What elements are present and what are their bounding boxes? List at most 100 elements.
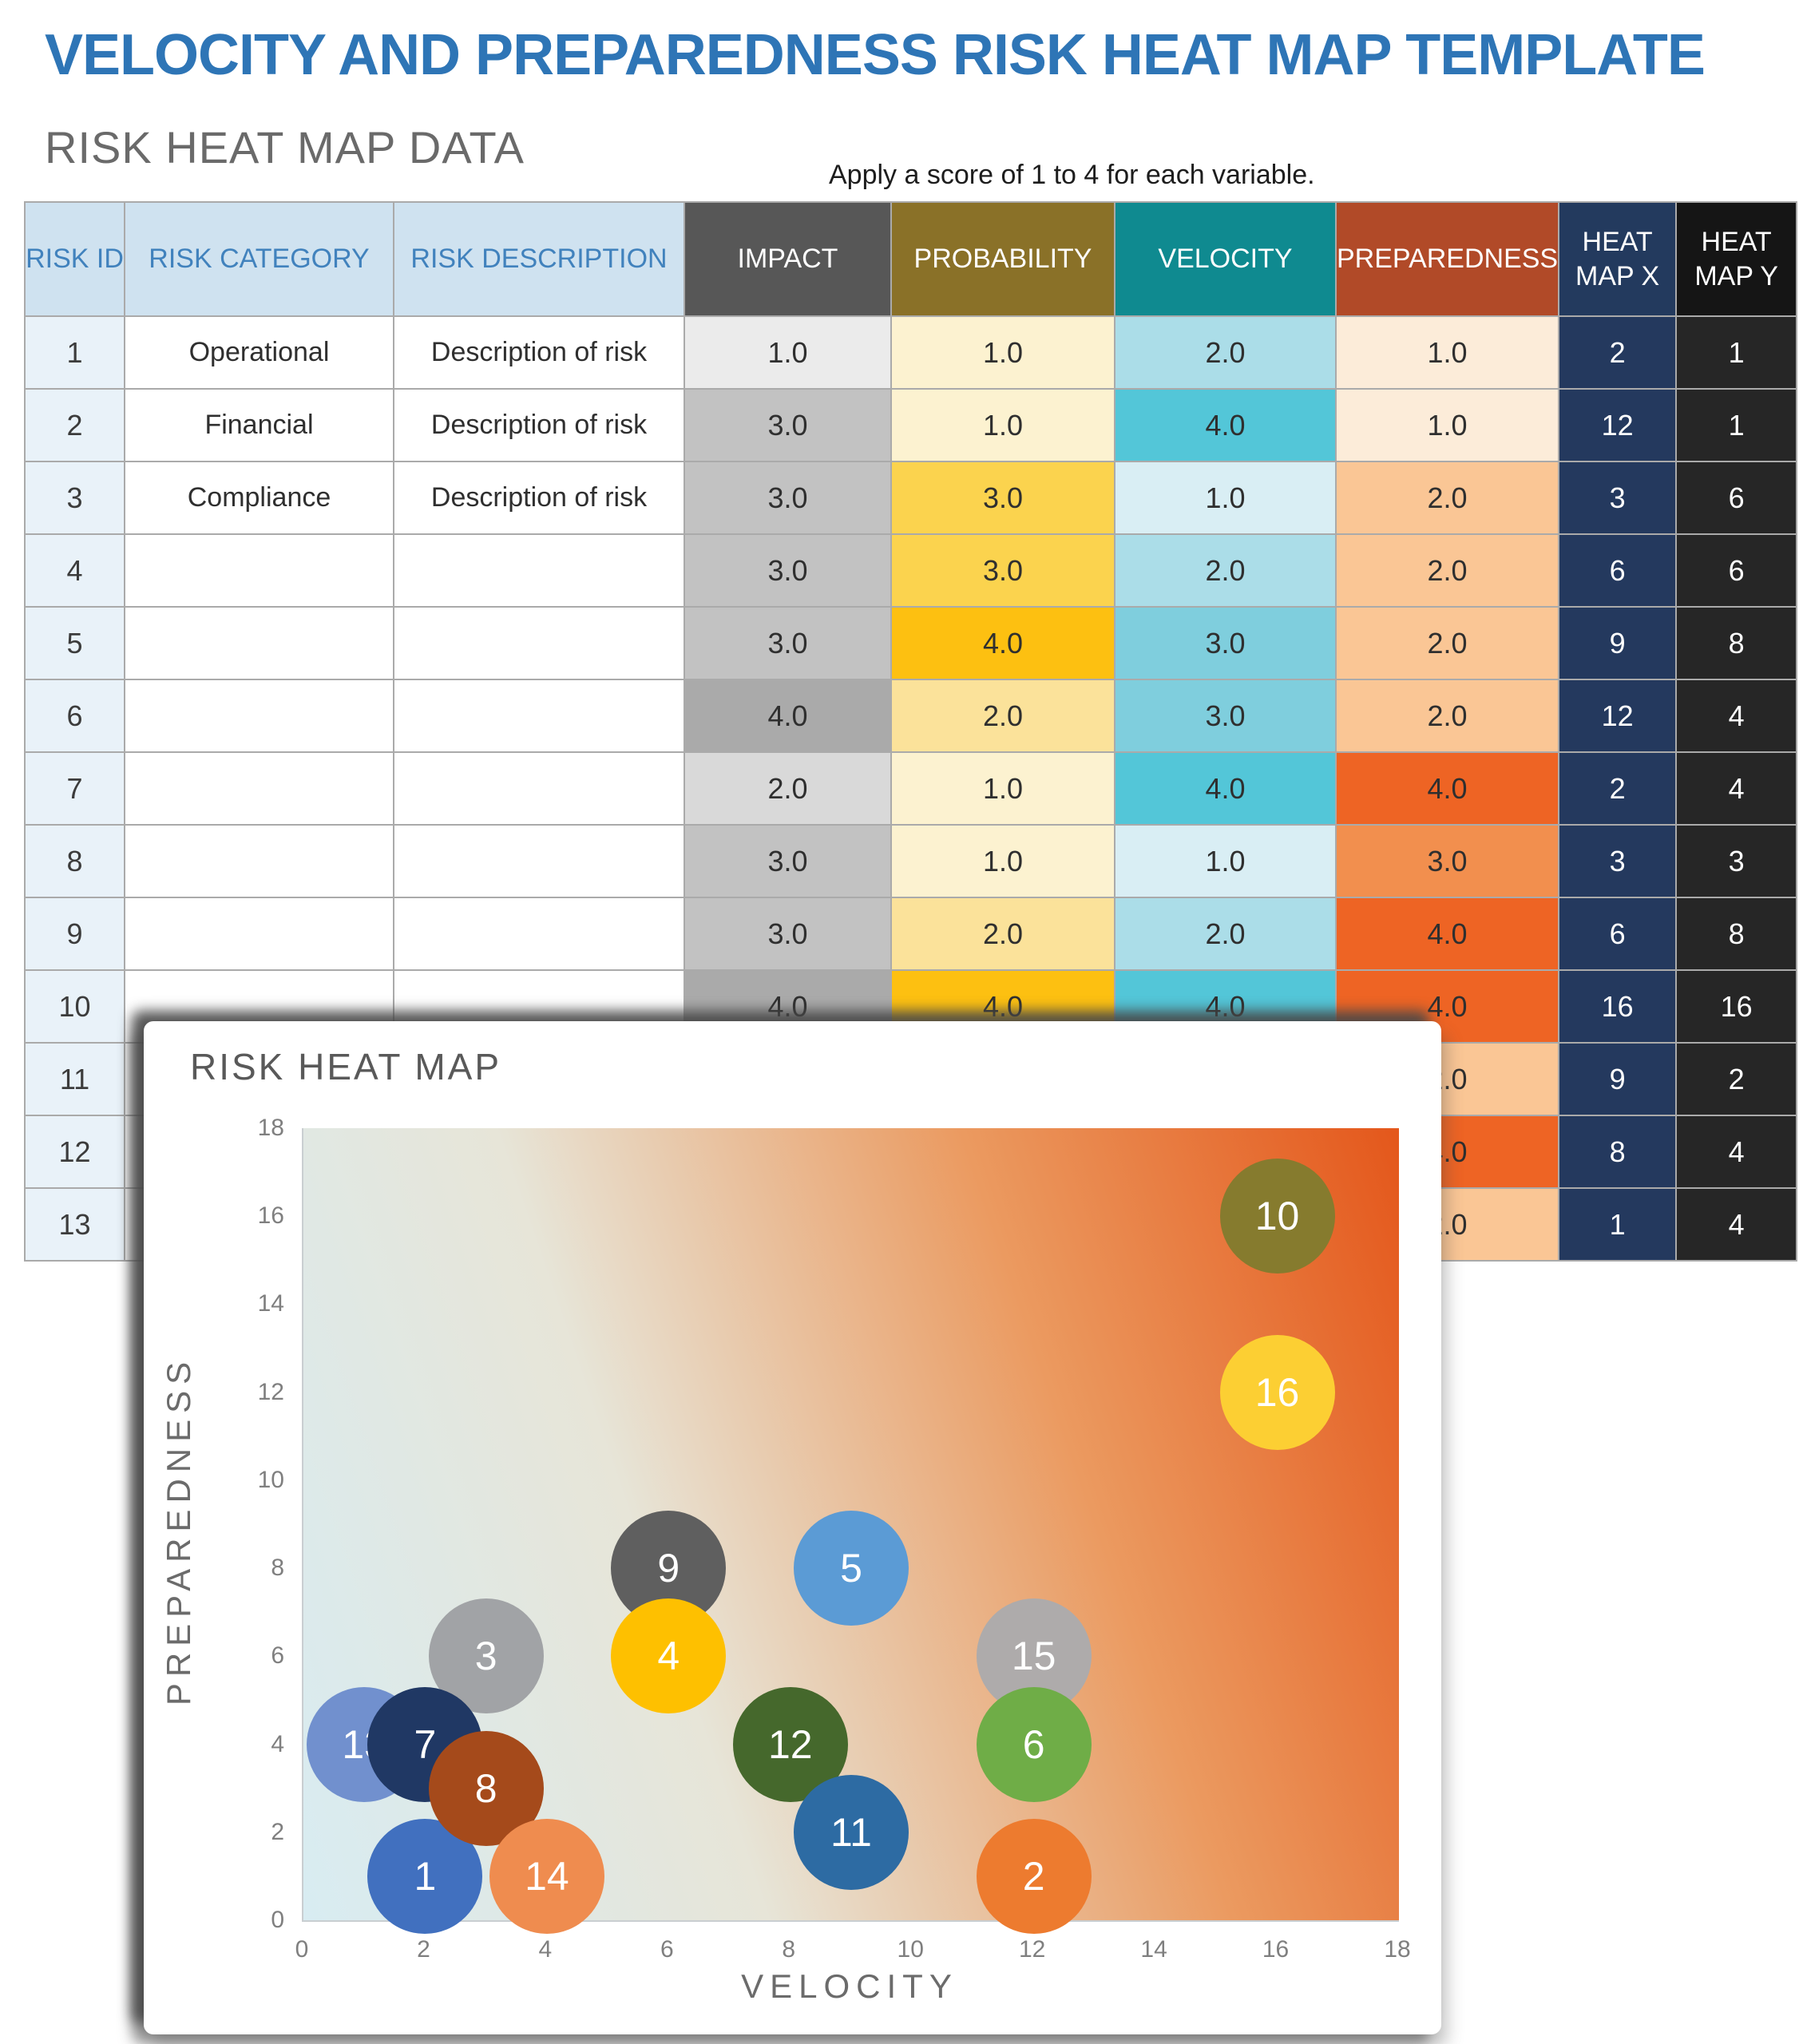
cell-heat-map-x[interactable]: 12 bbox=[1558, 679, 1678, 753]
cell-risk-description[interactable] bbox=[393, 751, 685, 826]
cell-impact[interactable]: 3.0 bbox=[684, 461, 892, 535]
cell-heat-map-y[interactable]: 4 bbox=[1675, 1187, 1798, 1262]
cell-preparedness[interactable]: 4.0 bbox=[1334, 897, 1560, 971]
cell-velocity[interactable]: 4.0 bbox=[1114, 388, 1337, 462]
cell-heat-map-x[interactable]: 12 bbox=[1558, 388, 1678, 462]
cell-impact[interactable]: 3.0 bbox=[684, 533, 892, 608]
cell-preparedness[interactable]: 1.0 bbox=[1334, 388, 1560, 462]
cell-risk-category[interactable]: Operational bbox=[124, 315, 394, 390]
cell-risk-id[interactable]: 13 bbox=[24, 1187, 125, 1262]
cell-heat-map-x[interactable]: 2 bbox=[1558, 751, 1678, 826]
cell-risk-id[interactable]: 7 bbox=[24, 751, 125, 826]
cell-impact[interactable]: 2.0 bbox=[684, 751, 892, 826]
cell-probability[interactable]: 2.0 bbox=[890, 679, 1115, 753]
cell-risk-id[interactable]: 1 bbox=[24, 315, 125, 390]
cell-heat-map-x[interactable]: 3 bbox=[1558, 461, 1678, 535]
cell-velocity[interactable]: 1.0 bbox=[1114, 461, 1337, 535]
cell-risk-description[interactable]: Description of risk bbox=[393, 315, 685, 390]
cell-risk-category[interactable] bbox=[124, 897, 394, 971]
cell-preparedness[interactable]: 3.0 bbox=[1334, 824, 1560, 898]
cell-velocity[interactable]: 2.0 bbox=[1114, 315, 1337, 390]
cell-velocity[interactable]: 2.0 bbox=[1114, 533, 1337, 608]
cell-risk-description[interactable]: Description of risk bbox=[393, 388, 685, 462]
cell-heat-map-y[interactable]: 4 bbox=[1675, 1115, 1798, 1189]
cell-heat-map-y[interactable]: 4 bbox=[1675, 751, 1798, 826]
cell-probability[interactable]: 3.0 bbox=[890, 461, 1115, 535]
cell-probability[interactable]: 1.0 bbox=[890, 315, 1115, 390]
cell-risk-id[interactable]: 9 bbox=[24, 897, 125, 971]
cell-risk-category[interactable] bbox=[124, 606, 394, 680]
cell-velocity[interactable]: 1.0 bbox=[1114, 824, 1337, 898]
cell-risk-category[interactable] bbox=[124, 679, 394, 753]
cell-preparedness[interactable]: 2.0 bbox=[1334, 533, 1560, 608]
cell-probability[interactable]: 4.0 bbox=[890, 606, 1115, 680]
cell-probability[interactable]: 2.0 bbox=[890, 897, 1115, 971]
cell-probability[interactable]: 3.0 bbox=[890, 533, 1115, 608]
table-row: 8 3.0 1.0 1.0 3.0 3 3 bbox=[24, 824, 1798, 898]
cell-impact[interactable]: 1.0 bbox=[684, 315, 892, 390]
cell-risk-description[interactable] bbox=[393, 824, 685, 898]
cell-impact[interactable]: 3.0 bbox=[684, 606, 892, 680]
cell-risk-id[interactable]: 11 bbox=[24, 1042, 125, 1116]
cell-velocity[interactable]: 4.0 bbox=[1114, 751, 1337, 826]
cell-heat-map-x[interactable]: 6 bbox=[1558, 533, 1678, 608]
table-row: 9 3.0 2.0 2.0 4.0 6 8 bbox=[24, 897, 1798, 971]
cell-risk-id[interactable]: 6 bbox=[24, 679, 125, 753]
table-row: 2 Financial Description of risk 3.0 1.0 … bbox=[24, 388, 1798, 462]
cell-velocity[interactable]: 3.0 bbox=[1114, 606, 1337, 680]
cell-heat-map-y[interactable]: 16 bbox=[1675, 969, 1798, 1044]
cell-heat-map-y[interactable]: 1 bbox=[1675, 315, 1798, 390]
cell-heat-map-y[interactable]: 1 bbox=[1675, 388, 1798, 462]
cell-heat-map-x[interactable]: 3 bbox=[1558, 824, 1678, 898]
cell-risk-id[interactable]: 2 bbox=[24, 388, 125, 462]
cell-heat-map-y[interactable]: 8 bbox=[1675, 897, 1798, 971]
cell-probability[interactable]: 1.0 bbox=[890, 388, 1115, 462]
cell-preparedness[interactable]: 1.0 bbox=[1334, 315, 1560, 390]
cell-heat-map-x[interactable]: 16 bbox=[1558, 969, 1678, 1044]
cell-risk-id[interactable]: 3 bbox=[24, 461, 125, 535]
cell-risk-description[interactable] bbox=[393, 606, 685, 680]
cell-heat-map-y[interactable]: 2 bbox=[1675, 1042, 1798, 1116]
cell-velocity[interactable]: 2.0 bbox=[1114, 897, 1337, 971]
cell-heat-map-y[interactable]: 3 bbox=[1675, 824, 1798, 898]
cell-risk-description[interactable]: Description of risk bbox=[393, 461, 685, 535]
cell-heat-map-x[interactable]: 2 bbox=[1558, 315, 1678, 390]
cell-risk-id[interactable]: 10 bbox=[24, 969, 125, 1044]
cell-risk-description[interactable] bbox=[393, 533, 685, 608]
cell-impact[interactable]: 3.0 bbox=[684, 388, 892, 462]
cell-preparedness[interactable]: 2.0 bbox=[1334, 679, 1560, 753]
cell-heat-map-x[interactable]: 9 bbox=[1558, 1042, 1678, 1116]
cell-probability[interactable]: 1.0 bbox=[890, 824, 1115, 898]
cell-heat-map-y[interactable]: 4 bbox=[1675, 679, 1798, 753]
cell-risk-category[interactable] bbox=[124, 751, 394, 826]
bubble-label: 15 bbox=[1011, 1634, 1056, 1679]
cell-risk-id[interactable]: 8 bbox=[24, 824, 125, 898]
cell-risk-category[interactable] bbox=[124, 533, 394, 608]
cell-impact[interactable]: 4.0 bbox=[684, 679, 892, 753]
risk-bubble-10: 10 bbox=[1219, 1159, 1335, 1274]
cell-heat-map-x[interactable]: 1 bbox=[1558, 1187, 1678, 1262]
cell-impact[interactable]: 3.0 bbox=[684, 897, 892, 971]
cell-preparedness[interactable]: 4.0 bbox=[1334, 751, 1560, 826]
cell-heat-map-x[interactable]: 6 bbox=[1558, 897, 1678, 971]
cell-heat-map-x[interactable]: 8 bbox=[1558, 1115, 1678, 1189]
cell-risk-description[interactable] bbox=[393, 679, 685, 753]
cell-risk-id[interactable]: 5 bbox=[24, 606, 125, 680]
cell-preparedness[interactable]: 2.0 bbox=[1334, 606, 1560, 680]
cell-heat-map-x[interactable]: 9 bbox=[1558, 606, 1678, 680]
cell-risk-category[interactable] bbox=[124, 824, 394, 898]
cell-risk-id[interactable]: 4 bbox=[24, 533, 125, 608]
cell-preparedness[interactable]: 2.0 bbox=[1334, 461, 1560, 535]
cell-probability[interactable]: 1.0 bbox=[890, 751, 1115, 826]
cell-risk-id[interactable]: 12 bbox=[24, 1115, 125, 1189]
cell-impact[interactable]: 3.0 bbox=[684, 824, 892, 898]
cell-heat-map-y[interactable]: 6 bbox=[1675, 461, 1798, 535]
cell-risk-category[interactable]: Compliance bbox=[124, 461, 394, 535]
cell-heat-map-y[interactable]: 8 bbox=[1675, 606, 1798, 680]
x-tick-label: 4 bbox=[538, 1936, 553, 1963]
cell-velocity[interactable]: 3.0 bbox=[1114, 679, 1337, 753]
cell-heat-map-y[interactable]: 6 bbox=[1675, 533, 1798, 608]
cell-risk-description[interactable] bbox=[393, 897, 685, 971]
cell-risk-category[interactable]: Financial bbox=[124, 388, 394, 462]
